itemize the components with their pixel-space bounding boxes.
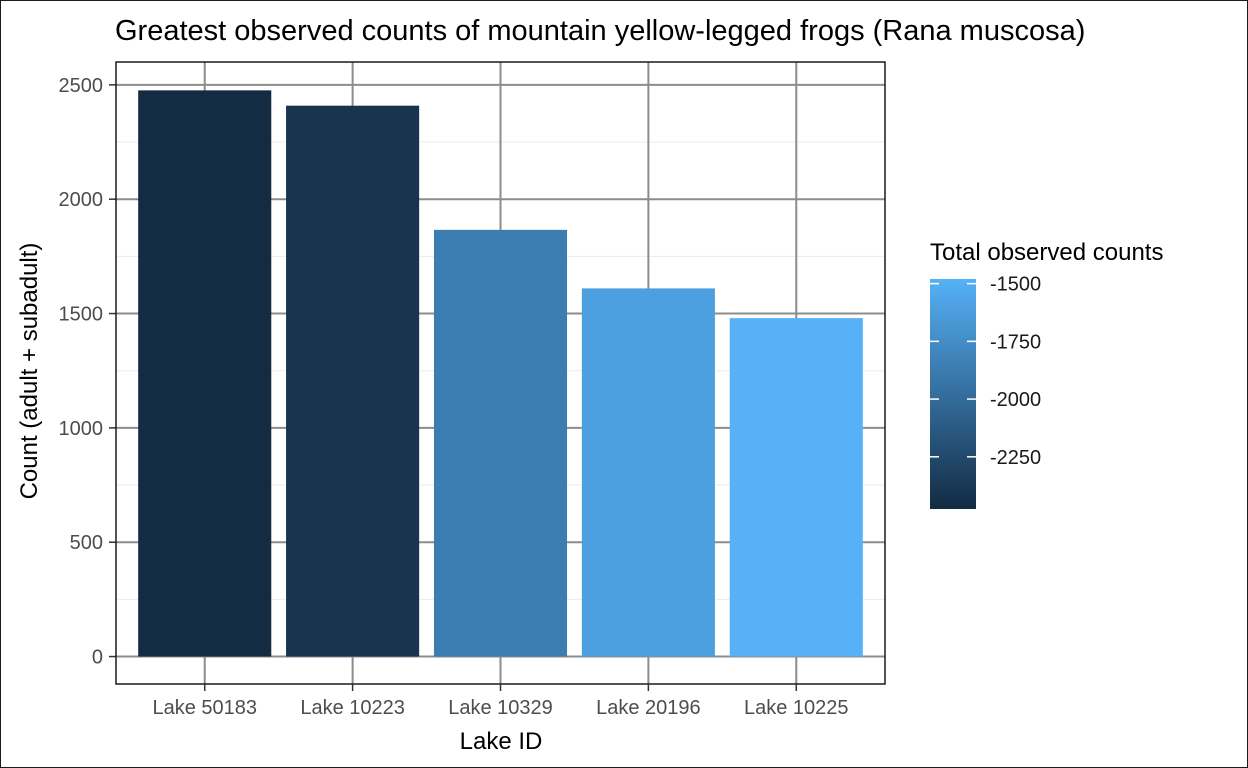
y-axis-title: Count (adult + subadult) (16, 243, 43, 500)
x-tick-label: Lake 10225 (744, 697, 849, 719)
y-tick-label: 0 (92, 647, 103, 669)
bar-lake-10225 (729, 318, 863, 657)
color-legend: Total observed counts -1500 -1750 -2000 -22… (930, 239, 1163, 509)
x-tick-label: Lake 50183 (152, 697, 257, 719)
legend-label: -2000 (990, 389, 1041, 411)
x-tick-label: Lake 10223 (300, 697, 405, 719)
bar-lake-50183 (138, 90, 272, 657)
x-axis-title: Lake ID (460, 728, 543, 755)
y-tick-label: 2000 (59, 189, 104, 211)
legend-label: -1750 (990, 331, 1041, 353)
y-tick-label: 1000 (59, 418, 104, 440)
bar-lake-10329 (433, 229, 568, 657)
legend-label: -1500 (990, 274, 1041, 296)
y-tick-label: 1500 (59, 304, 104, 326)
y-tick-label: 2500 (59, 75, 104, 97)
bar-lake-20196 (581, 288, 715, 657)
plot-panel: 0 500 1000 1500 2000 2500 Lake 50183 Lake 10223… (59, 61, 886, 719)
legend-title: Total observed counts (930, 239, 1163, 266)
legend-colorbar (930, 279, 976, 509)
bar-lake-10223 (286, 105, 420, 657)
legend-label: -2250 (990, 447, 1041, 469)
x-tick-label: Lake 10329 (448, 697, 553, 719)
chart-title: Greatest observed counts of mountain yel… (115, 15, 1085, 47)
x-tick-label: Lake 20196 (596, 697, 701, 719)
y-tick-label: 500 (70, 532, 103, 554)
